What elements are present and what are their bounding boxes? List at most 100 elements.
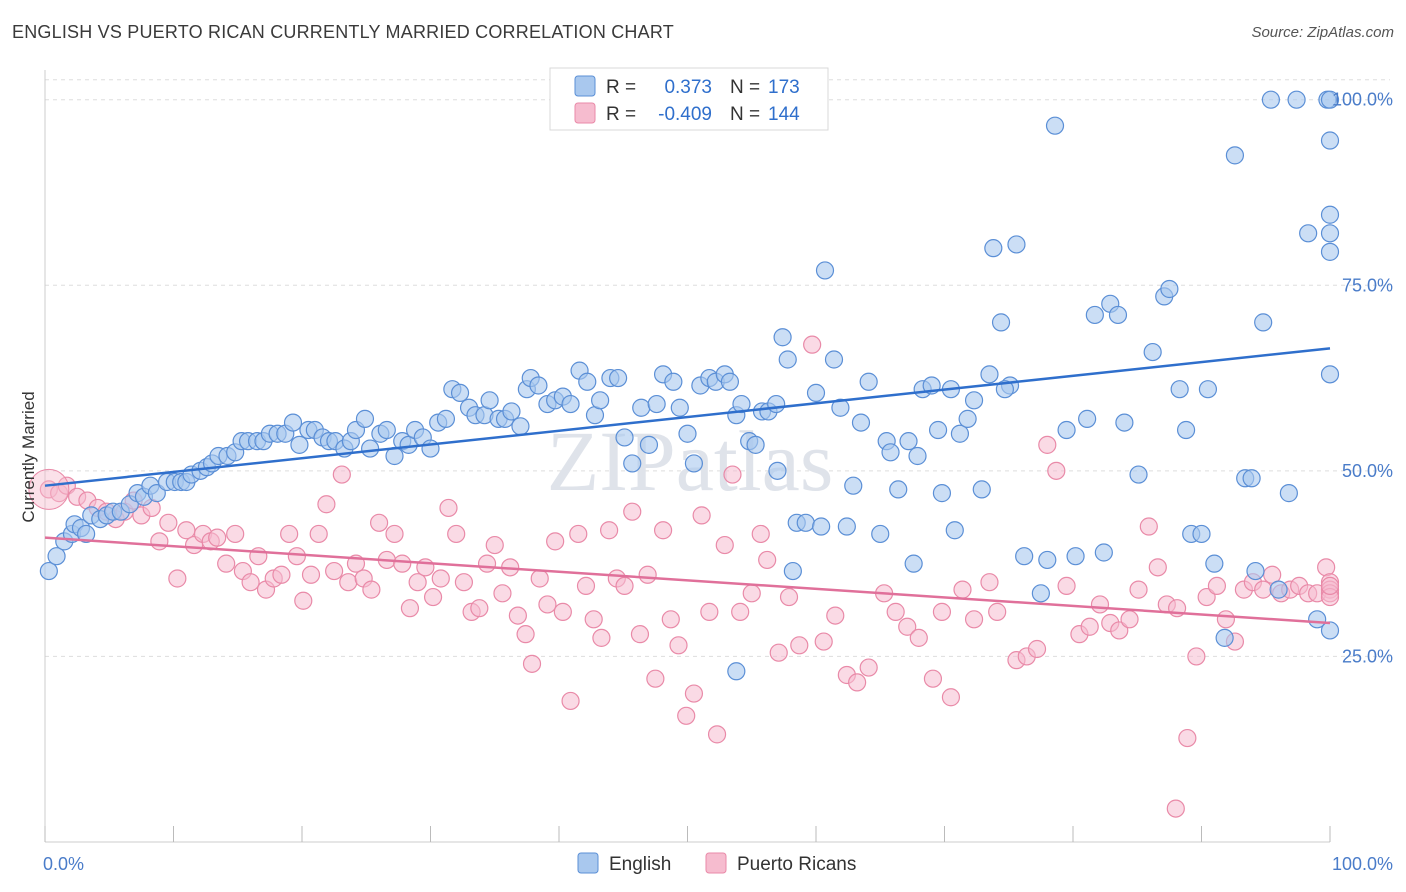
english-point <box>796 513 815 532</box>
english-point <box>678 424 697 443</box>
english-point <box>899 432 918 451</box>
english-point <box>746 435 765 454</box>
english-point <box>732 394 751 414</box>
puerto-ricans-point <box>653 521 673 540</box>
puerto-ricans-point <box>325 561 344 581</box>
english-point <box>871 524 890 544</box>
english-point <box>623 454 642 473</box>
pr-legend-label: Puerto Ricans <box>737 854 856 875</box>
puerto-ricans-point <box>530 569 549 588</box>
puerto-ricans-point <box>272 565 291 584</box>
puerto-ricans-point <box>317 495 336 514</box>
english-r-label: R = <box>606 77 636 98</box>
puerto-ricans-point <box>923 669 943 688</box>
puerto-ricans-point <box>803 335 822 354</box>
puerto-ricans-point <box>898 617 917 636</box>
english-point <box>1320 365 1340 384</box>
puerto-ricans-point <box>493 584 512 603</box>
english-point <box>768 461 787 480</box>
puerto-ricans-point <box>385 524 404 544</box>
puerto-ricans-point <box>669 636 688 655</box>
puerto-ricans-point <box>584 610 603 629</box>
puerto-ricans-point <box>362 580 381 599</box>
english-point <box>837 517 856 536</box>
puerto-ricans-point <box>576 576 596 596</box>
puerto-ricans-point <box>1197 587 1216 607</box>
puerto-ricans-point <box>1187 647 1206 666</box>
puerto-ricans-point <box>1129 580 1148 599</box>
puerto-ricans-point <box>1057 576 1076 596</box>
puerto-ricans-point <box>826 606 845 625</box>
english-point <box>1299 224 1318 243</box>
puerto-ricans-point <box>1090 595 1110 614</box>
puerto-ricans-point <box>470 599 489 618</box>
puerto-ricans-point <box>758 550 777 570</box>
english-point <box>932 484 952 503</box>
english-r-value: 0.373 <box>664 77 712 98</box>
puerto-ricans-point <box>1166 799 1185 818</box>
puerto-ricans-point <box>1178 728 1197 748</box>
puerto-ricans-point <box>447 524 466 544</box>
english-point <box>1115 413 1134 432</box>
puerto-ricans-point <box>485 535 504 555</box>
puerto-ricans-point <box>932 602 952 621</box>
puerto-ricans-point <box>677 706 696 725</box>
puerto-ricans-point <box>707 725 727 744</box>
puerto-ricans-point <box>1038 435 1057 454</box>
english-point <box>778 350 797 369</box>
english-point <box>1143 342 1162 362</box>
puerto-ricans-point <box>370 513 389 532</box>
puerto-ricans-point <box>150 532 169 551</box>
puerto-ricans-point <box>332 465 351 484</box>
puerto-ricans-point <box>814 632 833 651</box>
series-legend: English Puerto Ricans <box>577 852 856 875</box>
y-tick-label: 50.0% <box>1342 461 1393 481</box>
puerto-ricans-point <box>661 610 680 629</box>
english-point <box>904 554 923 573</box>
pr-bottom-swatch <box>705 852 727 874</box>
puerto-ricans-point <box>508 606 527 625</box>
puerto-ricans-point <box>569 524 588 544</box>
english-point <box>773 328 792 347</box>
puerto-ricans-point <box>980 573 999 592</box>
puerto-ricans-point <box>859 658 878 677</box>
english-point <box>1261 90 1280 109</box>
english-point <box>1198 380 1218 399</box>
x-tick-label: 100.0% <box>1332 854 1393 874</box>
english-point <box>1078 409 1097 428</box>
puerto-ricans-point <box>1320 576 1340 596</box>
puerto-ricans-point <box>848 673 867 692</box>
puerto-ricans-point <box>700 602 719 621</box>
english-point <box>632 398 651 417</box>
puerto-ricans-point <box>630 625 650 644</box>
puerto-ricans-point <box>1110 621 1129 640</box>
puerto-ricans-point <box>742 584 761 603</box>
english-trend-line <box>44 347 1331 487</box>
english-point <box>1225 146 1245 165</box>
english-point <box>436 409 456 428</box>
english-point <box>1170 380 1189 399</box>
puerto-ricans-point <box>592 628 611 647</box>
english-point <box>290 435 309 454</box>
puerto-ricans-point <box>1148 558 1167 577</box>
english-point <box>670 398 689 417</box>
english-point <box>1007 235 1026 254</box>
english-point <box>147 484 166 503</box>
english-point <box>1038 550 1057 570</box>
puerto-ricans-point <box>538 595 557 614</box>
english-point <box>615 428 634 447</box>
english-point <box>355 409 375 428</box>
legend-box <box>549 67 829 131</box>
english-point <box>1108 305 1128 325</box>
axes <box>44 70 1331 843</box>
english-point <box>1094 543 1113 562</box>
stats-legend: R = 0.373 N = 173 R = -0.409 N = 144 <box>549 67 829 131</box>
y-tick-label: 75.0% <box>1342 275 1393 295</box>
puerto-ricans-point <box>516 625 535 644</box>
english-bottom-swatch <box>577 852 599 874</box>
english-point <box>1160 279 1179 299</box>
puerto-ricans-point <box>339 573 358 592</box>
puerto-ricans-point <box>953 580 972 599</box>
trend-lines <box>44 347 1331 625</box>
english-point <box>591 391 610 410</box>
